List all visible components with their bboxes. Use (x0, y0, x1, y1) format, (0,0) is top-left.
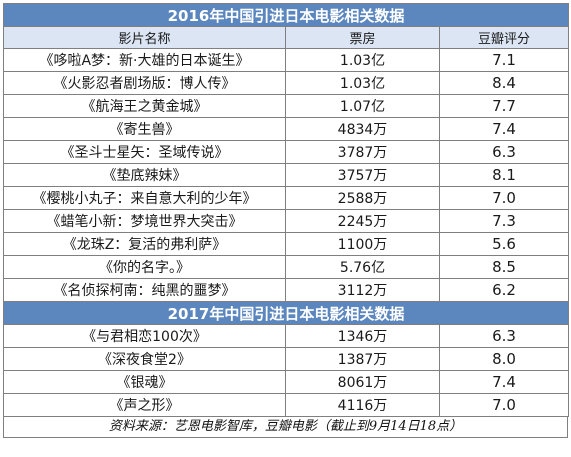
header-box-office: 票房 (285, 26, 440, 49)
film-name: 《圣斗士星矢：圣域传说》 (3, 140, 286, 164)
douban-score: 7.3 (439, 209, 569, 233)
douban-score: 7.4 (439, 370, 569, 394)
film-name: 《蜡笔小新：梦境世界大突击》 (3, 209, 286, 233)
douban-score: 6.2 (439, 278, 569, 302)
box-office: 1.03亿 (285, 71, 440, 95)
table-row: 《龙珠Z：复活的弗利萨》 1100万 5.6 (3, 232, 569, 256)
film-name: 《名侦探柯南：纯黑的噩梦》 (3, 278, 286, 302)
douban-score: 8.1 (439, 163, 569, 187)
film-name: 《银魂》 (3, 370, 286, 394)
film-name: 《龙珠Z：复活的弗利萨》 (3, 232, 286, 256)
douban-score: 8.5 (439, 255, 569, 279)
section-title-2016: 2016年中国引进日本电影相关数据 (3, 3, 569, 27)
table-row: 《深夜食堂2》 1387万 8.0 (3, 347, 569, 371)
douban-score: 7.7 (439, 94, 569, 118)
table-row: 《垫底辣妹》 3757万 8.1 (3, 163, 569, 187)
film-name: 《樱桃小丸子：来自意大利的少年》 (3, 186, 286, 210)
box-office: 2245万 (285, 209, 440, 233)
box-office: 1.03亿 (285, 48, 440, 72)
film-name: 《声之形》 (3, 393, 286, 417)
box-office: 4116万 (285, 393, 440, 417)
douban-score: 7.4 (439, 117, 569, 141)
film-name: 《深夜食堂2》 (3, 347, 286, 371)
box-office: 4834万 (285, 117, 440, 141)
box-office: 8061万 (285, 370, 440, 394)
douban-score: 7.0 (439, 393, 569, 417)
section-title-2016-text: 2016年中国引进日本电影相关数据 (3, 3, 569, 27)
table-row: 《与君相恋100次》 1346万 6.3 (3, 324, 569, 348)
table-row: 《名侦探柯南：纯黑的噩梦》 3112万 6.2 (3, 278, 569, 302)
table-row: 《圣斗士星矢：圣域传说》 3787万 6.3 (3, 140, 569, 164)
table-row: 《火影忍者剧场版：博人传》 1.03亿 8.4 (3, 71, 569, 95)
table-header-row: 影片名称 票房 豆瓣评分 (3, 26, 569, 49)
box-office: 1346万 (285, 324, 440, 348)
table-row: 《航海王之黄金城》 1.07亿 7.7 (3, 94, 569, 118)
data-table-container: 2016年中国引进日本电影相关数据 影片名称 票房 豆瓣评分 《哆啦A梦：新·大… (3, 3, 569, 438)
box-office: 3787万 (285, 140, 440, 164)
film-name: 《你的名字。》 (3, 255, 286, 279)
section-title-2017: 2017年中国引进日本电影相关数据 (3, 301, 569, 325)
table-row: 《你的名字。》 5.76亿 8.5 (3, 255, 569, 279)
section-title-2017-text: 2017年中国引进日本电影相关数据 (3, 301, 569, 325)
douban-score: 8.4 (439, 71, 569, 95)
film-name: 《航海王之黄金城》 (3, 94, 286, 118)
film-name: 《寄生兽》 (3, 117, 286, 141)
box-office: 1.07亿 (285, 94, 440, 118)
table-row: 《蜡笔小新：梦境世界大突击》 2245万 7.3 (3, 209, 569, 233)
douban-score: 6.3 (439, 324, 569, 348)
table-row: 《银魂》 8061万 7.4 (3, 370, 569, 394)
box-office: 3757万 (285, 163, 440, 187)
douban-score: 7.0 (439, 186, 569, 210)
header-douban-score: 豆瓣评分 (439, 26, 569, 49)
movie-data-table: 2016年中国引进日本电影相关数据 影片名称 票房 豆瓣评分 《哆啦A梦：新·大… (3, 3, 569, 417)
film-name: 《与君相恋100次》 (3, 324, 286, 348)
douban-score: 6.3 (439, 140, 569, 164)
film-name: 《垫底辣妹》 (3, 163, 286, 187)
film-name: 《火影忍者剧场版：博人传》 (3, 71, 286, 95)
douban-score: 5.6 (439, 232, 569, 256)
header-film-name: 影片名称 (3, 26, 286, 49)
table-row: 《寄生兽》 4834万 7.4 (3, 117, 569, 141)
box-office: 1100万 (285, 232, 440, 256)
table-row: 《哆啦A梦：新·大雄的日本诞生》 1.03亿 7.1 (3, 48, 569, 72)
table-row: 《樱桃小丸子：来自意大利的少年》 2588万 7.0 (3, 186, 569, 210)
box-office: 2588万 (285, 186, 440, 210)
douban-score: 8.0 (439, 347, 569, 371)
table-row: 《声之形》 4116万 7.0 (3, 393, 569, 417)
source-footnote: 资料来源：艺恩电影智库，豆瓣电影（截止到9月14日18点） (3, 417, 568, 438)
box-office: 3112万 (285, 278, 440, 302)
box-office: 1387万 (285, 347, 440, 371)
film-name: 《哆啦A梦：新·大雄的日本诞生》 (3, 48, 286, 72)
box-office: 5.76亿 (285, 255, 440, 279)
douban-score: 7.1 (439, 48, 569, 72)
